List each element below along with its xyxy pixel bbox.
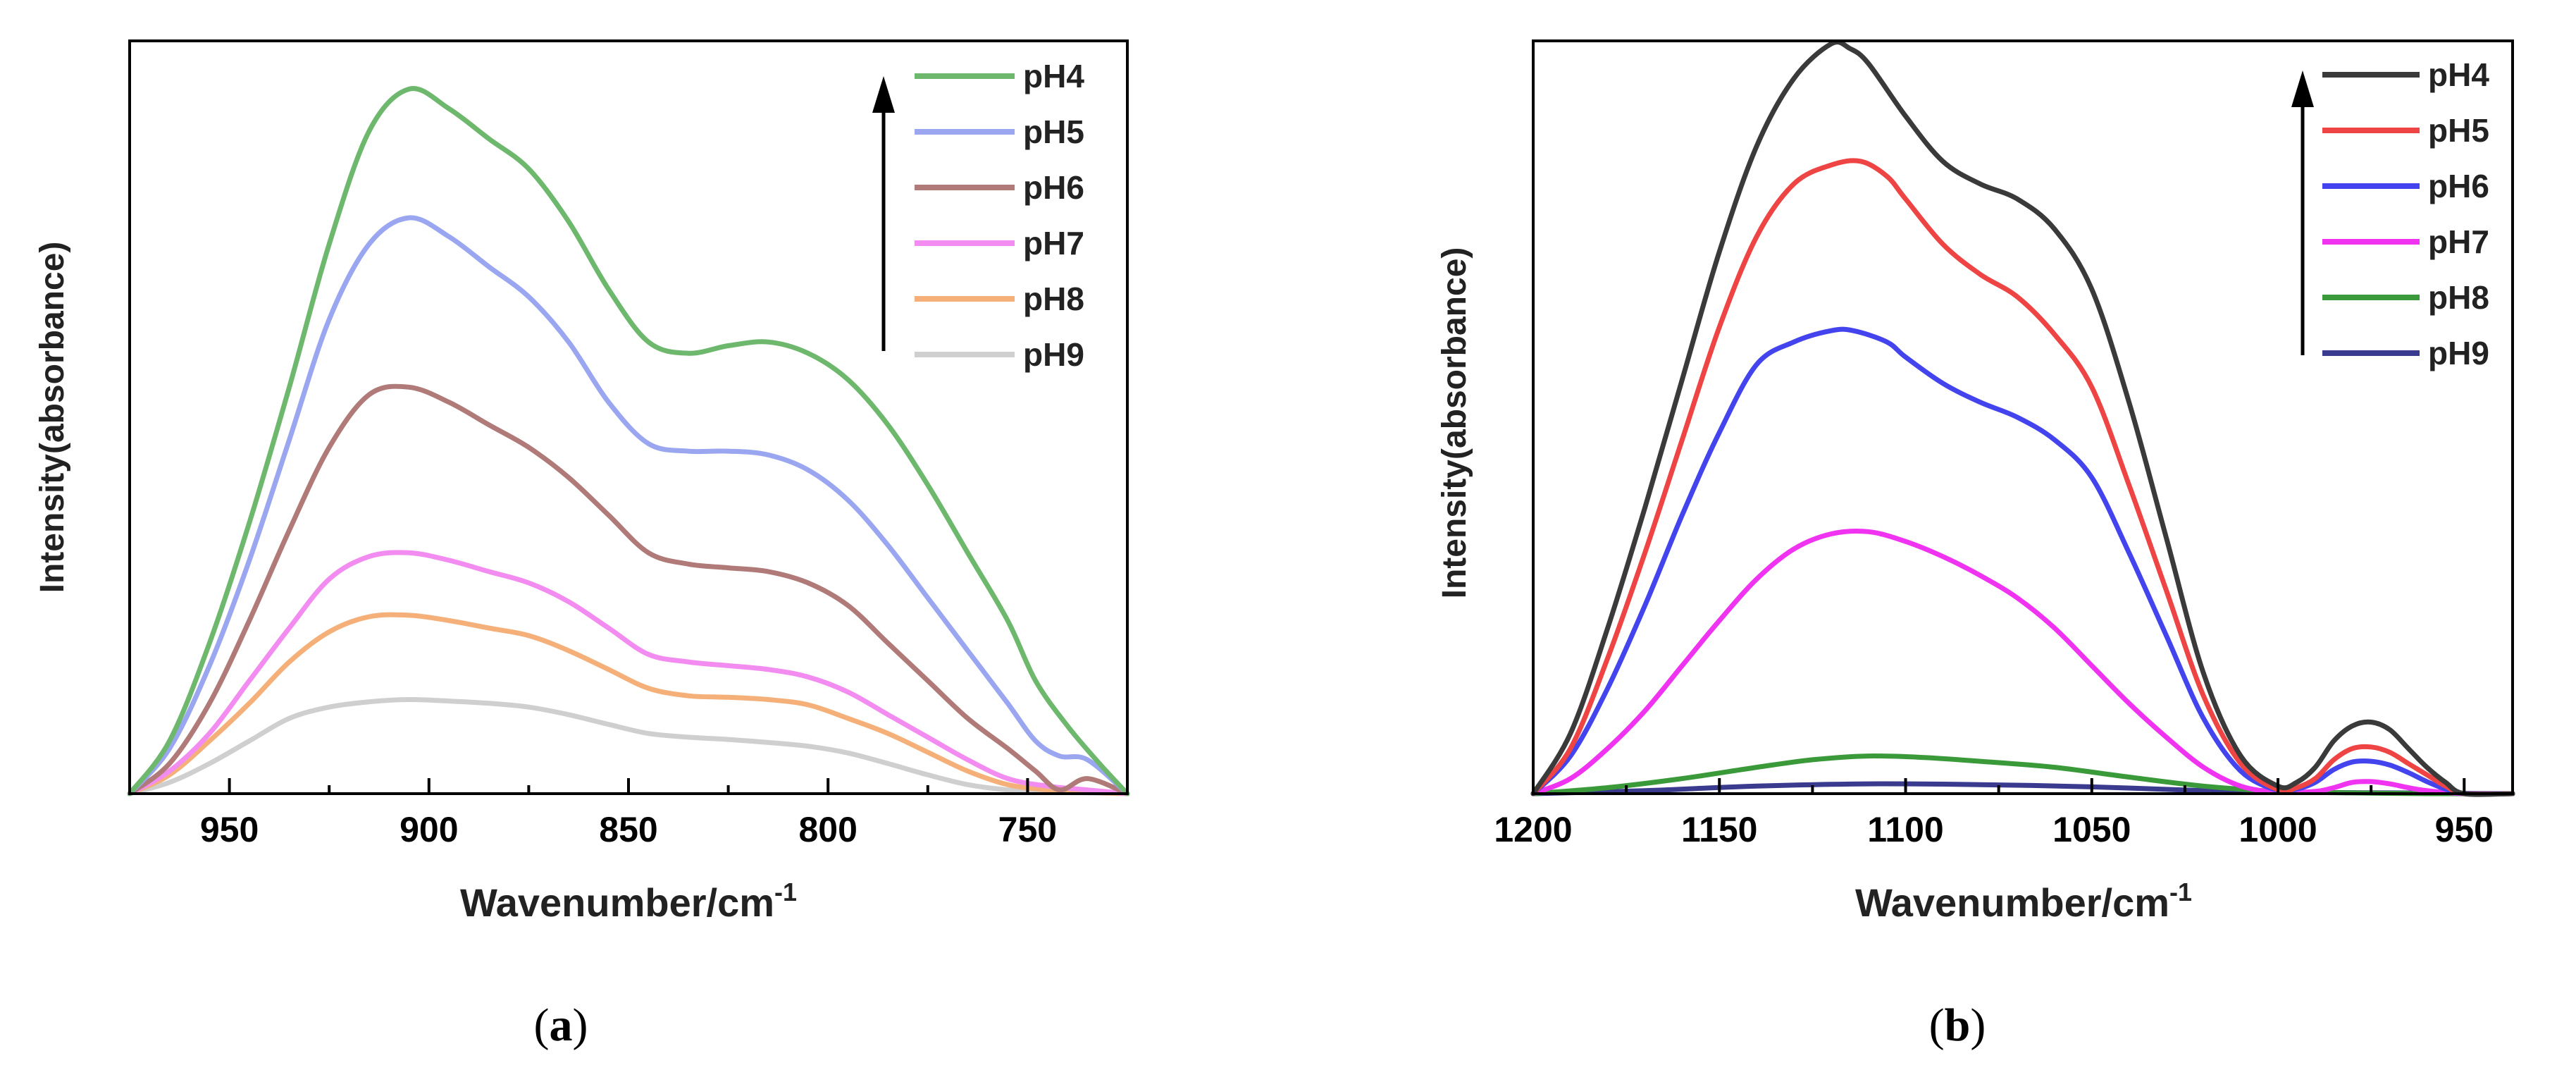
legend-label-b-ph9: pH9 <box>2428 335 2489 371</box>
series-line-b-ph6 <box>1530 326 2515 796</box>
series-line-b-ph4 <box>1530 39 2515 797</box>
series-layer-a <box>127 86 1130 796</box>
y-axis-title-b: Intensity(absorbance) <box>1436 247 1473 599</box>
x-tick-label-b-1200: 1200 <box>1494 810 1572 849</box>
x-tick-label-a-950: 950 <box>200 810 259 849</box>
panel-caption-a: (a) <box>534 999 588 1051</box>
legend-label-a-ph6: pH6 <box>1023 169 1084 206</box>
legend-label-a-ph8: pH8 <box>1023 281 1084 317</box>
series-line-a-ph6 <box>127 383 1130 796</box>
legend-arrow-head-b <box>2291 70 2314 107</box>
legend-label-a-ph9: pH9 <box>1023 336 1084 373</box>
legend-label-b-ph7: pH7 <box>2428 223 2489 260</box>
series-layer-b <box>1530 39 2515 797</box>
legend-label-b-ph8: pH8 <box>2428 279 2489 316</box>
x-tick-label-a-800: 800 <box>798 810 857 849</box>
x-axis-title-exponent-b: -1 <box>2169 878 2192 906</box>
x-axis-title-a: Wavenumber/cm-1 <box>460 878 797 925</box>
series-line-a-ph8 <box>127 612 1130 796</box>
legend-label-a-ph7: pH7 <box>1023 225 1084 261</box>
legend-label-a-ph4: pH4 <box>1023 58 1084 94</box>
y-axis-title-a: Intensity(absorbance) <box>34 242 71 593</box>
series-line-a-ph4 <box>127 86 1130 796</box>
x-tick-label-b-1050: 1050 <box>2052 810 2131 849</box>
legend-a: pH4 pH5 pH6 pH7 pH8 pH9 <box>915 58 1084 373</box>
panel-caption-letter-a: a <box>550 999 573 1051</box>
x-tick-label-b-950: 950 <box>2435 810 2494 849</box>
x-axis-title-b: Wavenumber/cm-1 <box>1855 878 2192 925</box>
x-tick-label-a-900: 900 <box>400 810 458 849</box>
chart-panel-b: 1200 1150 1100 1050 1000 950 Intensity(absorb… <box>1436 39 2515 1051</box>
series-line-a-ph7 <box>127 550 1130 796</box>
x-tick-label-b-1000: 1000 <box>2238 810 2317 849</box>
legend-label-b-ph4: pH4 <box>2428 56 2489 93</box>
legend-label-b-ph5: pH5 <box>2428 112 2489 149</box>
x-axis-title-text-b: Wavenumber/cm <box>1855 880 2169 925</box>
series-line-a-ph9 <box>127 696 1130 796</box>
plot-frame-b <box>1532 39 2514 795</box>
plot-frame-a <box>128 39 1129 795</box>
x-axis-title-text-a: Wavenumber/cm <box>460 880 774 925</box>
legend-label-b-ph6: pH6 <box>2428 168 2489 204</box>
chart-panel-a: 950 900 850 800 750 Intensity(absorbance) Wa… <box>34 39 1130 1051</box>
series-line-b-ph7 <box>1530 528 2515 796</box>
panel-caption-b: (b) <box>1929 999 1986 1051</box>
x-ticks-a: 950 900 850 800 750 <box>128 778 1129 849</box>
series-line-a-ph5 <box>127 215 1130 796</box>
x-axis-title-exponent-a: -1 <box>774 878 797 906</box>
legend-label-a-ph5: pH5 <box>1023 113 1084 150</box>
legend-b: pH4 pH5 pH6 pH7 pH8 pH9 <box>2322 56 2489 371</box>
legend-arrow-head-a <box>872 76 895 113</box>
panel-caption-letter-b: b <box>1945 999 1971 1051</box>
x-tick-label-a-850: 850 <box>599 810 657 849</box>
x-tick-label-a-750: 750 <box>998 810 1057 849</box>
x-tick-label-b-1150: 1150 <box>1681 810 1757 849</box>
x-tick-label-b-1100: 1100 <box>1867 810 1943 849</box>
series-line-b-ph5 <box>1530 158 2515 797</box>
x-ticks-b: 1200 1150 1100 1050 1000 950 <box>1494 778 2494 849</box>
